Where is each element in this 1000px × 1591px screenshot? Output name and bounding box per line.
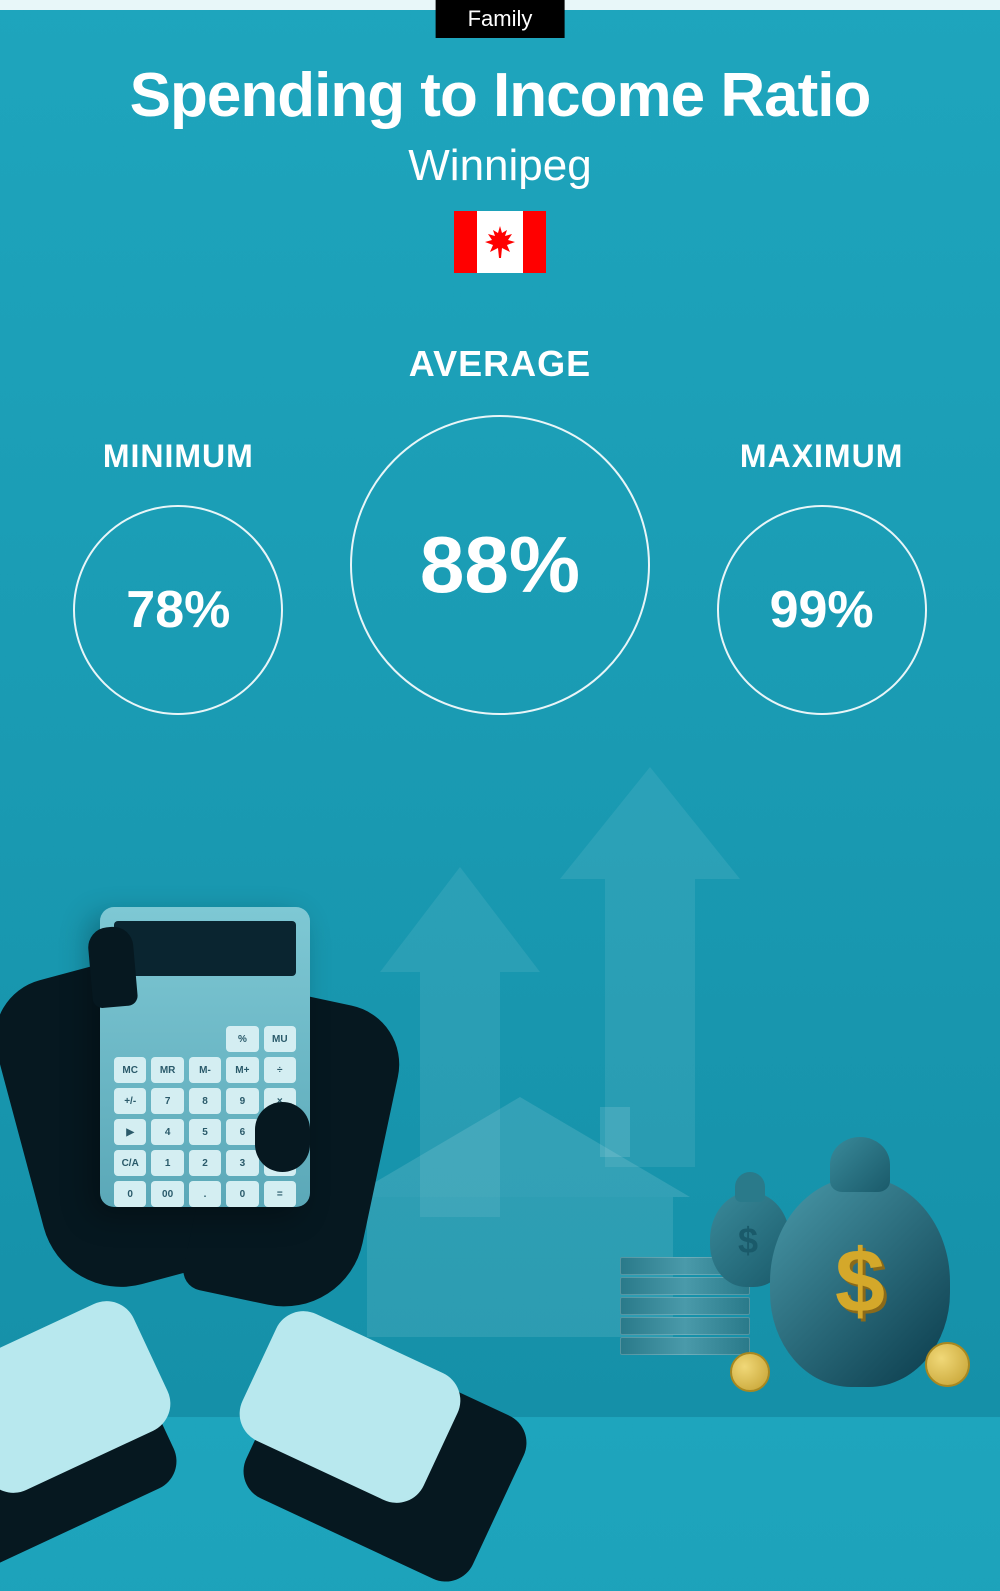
stat-maximum-circle: 99% <box>717 505 927 715</box>
calculator-screen <box>114 921 296 976</box>
calculator-key: +/- <box>114 1088 146 1114</box>
calculator-key: C/A <box>114 1150 146 1176</box>
cash-layer <box>620 1317 750 1335</box>
calculator-key: 2 <box>189 1150 221 1176</box>
page-subtitle: Winnipeg <box>0 141 1000 191</box>
calculator-key: M+ <box>226 1057 258 1083</box>
category-badge: Family <box>436 0 565 38</box>
stat-maximum-value: 99% <box>770 580 874 640</box>
calculator-key: 8 <box>189 1088 221 1114</box>
stat-average: AVERAGE 88% <box>350 343 650 715</box>
thumb-right <box>255 1102 310 1172</box>
calculator-key: 9 <box>226 1088 258 1114</box>
calculator-key: 0 <box>226 1181 258 1207</box>
illustration: $ $ %MUMCMRM-M+÷+/-789×▶456-C/A123+000.0… <box>0 817 1000 1417</box>
flag-left-stripe <box>454 211 477 273</box>
dollar-sign-icon: $ <box>835 1231 885 1334</box>
stat-minimum: MINIMUM 78% <box>73 438 283 715</box>
bag-tie <box>830 1137 890 1192</box>
calculator-key: 7 <box>151 1088 183 1114</box>
flag-right-stripe <box>523 211 546 273</box>
stat-average-label: AVERAGE <box>409 343 591 385</box>
maple-leaf-icon <box>485 226 515 258</box>
coin-icon <box>730 1352 770 1392</box>
calculator-key: 4 <box>151 1119 183 1145</box>
bag-tie <box>735 1172 765 1202</box>
stat-minimum-value: 78% <box>126 580 230 640</box>
calculator-key: M- <box>189 1057 221 1083</box>
calculator-key: 5 <box>189 1119 221 1145</box>
cash-layer <box>620 1337 750 1355</box>
calculator-key: 3 <box>226 1150 258 1176</box>
hands-holding-calculator: %MUMCMRM-M+÷+/-789×▶456-C/A123+000.0= <box>0 937 470 1437</box>
calculator-key: . <box>189 1181 221 1207</box>
calculator-key: MR <box>151 1057 183 1083</box>
calculator-key: ÷ <box>264 1057 296 1083</box>
stat-maximum: MAXIMUM 99% <box>717 438 927 715</box>
stat-minimum-label: MINIMUM <box>103 438 254 475</box>
calculator-key: 6 <box>226 1119 258 1145</box>
stats-row: MINIMUM 78% AVERAGE 88% MAXIMUM 99% <box>0 343 1000 715</box>
calculator-key: = <box>264 1181 296 1207</box>
calculator-key: 0 <box>114 1181 146 1207</box>
moneybag-large-icon: $ <box>770 1177 950 1387</box>
calculator-key: MU <box>264 1026 296 1052</box>
thumb-left <box>87 925 139 1009</box>
stat-maximum-label: MAXIMUM <box>740 438 903 475</box>
stat-minimum-circle: 78% <box>73 505 283 715</box>
stat-average-value: 88% <box>420 519 580 611</box>
stat-average-circle: 88% <box>350 415 650 715</box>
cash-layer <box>620 1297 750 1315</box>
calculator-key: 1 <box>151 1150 183 1176</box>
dollar-sign-icon: $ <box>738 1220 758 1262</box>
flag-center <box>477 211 523 273</box>
calculator-key: ▶ <box>114 1119 146 1145</box>
canada-flag-icon <box>454 211 546 273</box>
calculator-key: % <box>226 1026 258 1052</box>
calculator-key: MC <box>114 1057 146 1083</box>
calculator-key: 00 <box>151 1181 183 1207</box>
page-title: Spending to Income Ratio <box>0 60 1000 131</box>
coin-icon <box>925 1342 970 1387</box>
